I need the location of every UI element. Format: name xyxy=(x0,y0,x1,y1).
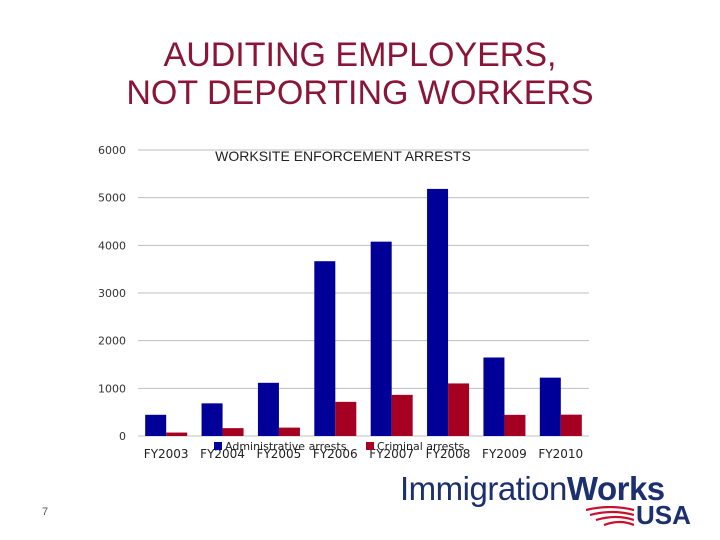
bar-administrative xyxy=(483,357,505,436)
y-tick-label: 5000 xyxy=(98,192,126,205)
bar-criminal xyxy=(448,383,470,436)
y-tick-label: 6000 xyxy=(98,144,126,157)
bar-criminal xyxy=(222,428,244,436)
legend: Administrative arrests Criminal arrests xyxy=(214,440,464,453)
bar-criminal xyxy=(278,427,300,436)
bar-criminal xyxy=(504,414,526,436)
y-tick-label: 4000 xyxy=(98,239,126,252)
slide-title-line-1: AUDITING EMPLOYERS, xyxy=(163,36,557,74)
bar-administrative xyxy=(539,377,561,436)
logo-word-immigration: Immigration xyxy=(400,470,567,507)
logo-wordmark: ImmigrationWorks xyxy=(400,470,665,508)
y-tick-label: 3000 xyxy=(98,287,126,300)
bar-criminal xyxy=(166,432,188,436)
x-tick-label: FY2006 xyxy=(313,447,358,461)
y-tick-label: 1000 xyxy=(98,382,126,395)
bar-administrative xyxy=(201,403,223,436)
bar-administrative xyxy=(257,382,279,436)
bar-criminal xyxy=(391,394,413,436)
chart-title: WORKSITE ENFORCEMENT ARRESTS xyxy=(215,148,471,164)
bar-administrative xyxy=(145,414,167,436)
bar-criminal xyxy=(335,401,357,436)
legend-swatch xyxy=(214,442,222,450)
bar-administrative xyxy=(370,241,392,436)
x-tick-label: FY2007 xyxy=(369,447,414,461)
x-axis-ticks: FY2003 FY2004 FY2005 FY2006 FY2007 FY2008 FY20… xyxy=(144,447,583,461)
logo-word-works: Works xyxy=(566,470,665,507)
logo-word-usa: USA xyxy=(636,500,691,530)
flag-stripes-icon xyxy=(586,506,634,526)
slide-title-line-2: NOT DEPORTING WORKERS xyxy=(126,74,594,112)
x-tick-label: FY2003 xyxy=(144,447,189,461)
bar-criminal xyxy=(560,414,582,436)
x-tick-label: FY2005 xyxy=(257,447,302,461)
gridlines xyxy=(138,149,589,437)
legend-swatch xyxy=(366,442,374,450)
slide-title: AUDITING EMPLOYERS, NOT DEPORTING WORKER… xyxy=(0,36,720,112)
x-tick-label: FY2008 xyxy=(426,447,471,461)
bar-administrative xyxy=(427,188,449,436)
x-tick-label: FY2009 xyxy=(482,447,527,461)
x-tick-label: FY2004 xyxy=(200,447,245,461)
bars xyxy=(145,188,582,436)
y-axis-ticks: 6000 5000 4000 3000 2000 1000 0 xyxy=(98,144,126,443)
y-tick-label: 0 xyxy=(119,430,126,443)
page-number: 7 xyxy=(42,506,49,518)
x-tick-label: FY2010 xyxy=(538,447,583,461)
y-tick-label: 2000 xyxy=(98,335,126,348)
immigrationworks-logo: ImmigrationWorks USA xyxy=(400,470,700,530)
bar-administrative xyxy=(314,261,336,436)
legend-label: Criminal arrests xyxy=(377,440,464,453)
legend-label: Administrative arrests xyxy=(225,440,347,453)
